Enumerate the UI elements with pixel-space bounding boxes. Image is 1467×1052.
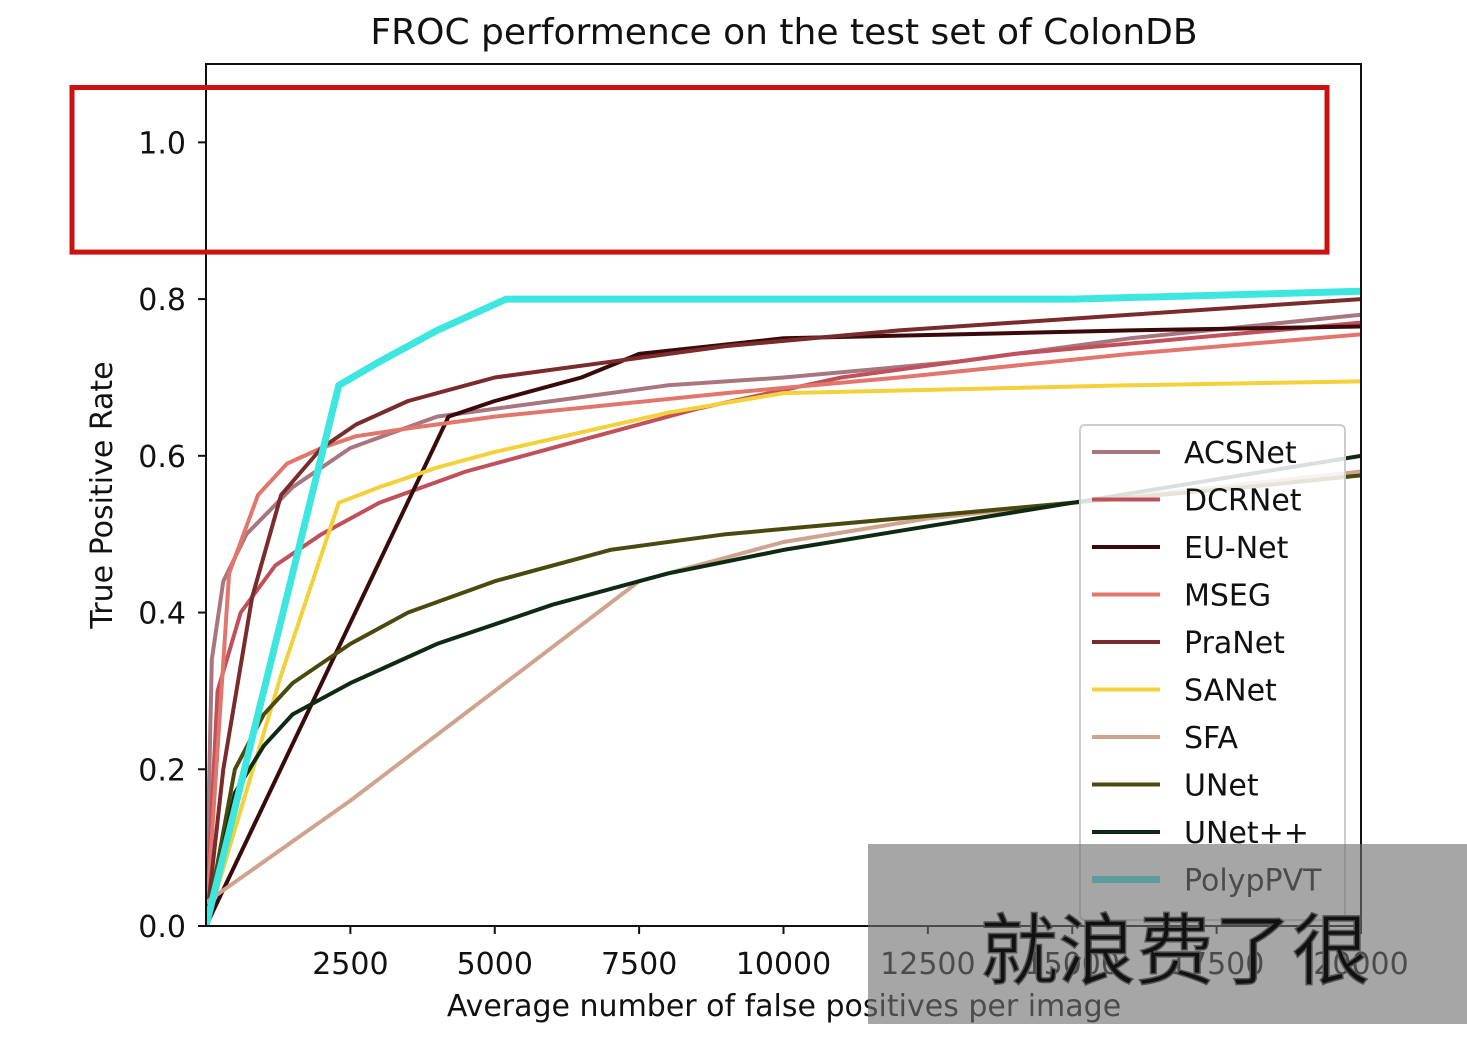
series-line-unet-: [206, 453, 1361, 926]
y-tick-label: 0.0: [138, 910, 186, 945]
y-tick-label: 0.8: [138, 283, 186, 318]
legend-label: ACSNet: [1184, 436, 1297, 471]
series-line-sanet: [206, 379, 1361, 926]
caption-background: [868, 844, 1467, 1024]
legend-label: DCRNet: [1184, 484, 1302, 519]
y-tick-label: 0.4: [138, 597, 186, 632]
plot-frame: [205, 63, 1362, 927]
chart-title: FROC performence on the test set of Colo…: [370, 12, 1197, 53]
x-tick-label: 7500: [601, 947, 677, 982]
series-line-polyppvt: [206, 287, 1361, 926]
y-tick-label: 1.0: [138, 126, 186, 161]
legend-label: MSEG: [1184, 579, 1271, 614]
highlight-box: [69, 85, 1330, 255]
series-line-dcrnet: [206, 320, 1361, 926]
series-line-pranet: [206, 297, 1361, 926]
legend-label: PraNet: [1184, 626, 1285, 661]
legend-label: UNet: [1184, 769, 1259, 804]
legend: ACSNet DCRNet EU-Net MSEG PraNet SANet SFA UNet…: [1079, 424, 1346, 921]
legend-label: SANet: [1184, 674, 1277, 709]
series-line-eu-net: [206, 324, 1361, 926]
y-tick-label: 0.6: [138, 440, 186, 475]
y-axis-ticks: 0.0 0.2 0.4 0.6 0.8 1.0: [138, 126, 206, 945]
series-line-mseg: [206, 332, 1361, 926]
x-tick-label: 10000: [736, 947, 831, 982]
y-tick-label: 0.2: [138, 753, 186, 788]
x-tick-label: 2500: [312, 947, 388, 982]
legend-label: SFA: [1184, 721, 1239, 756]
legend-label: EU-Net: [1184, 531, 1289, 566]
y-axis-label: True Positive Rate: [85, 361, 120, 629]
x-tick-label: 5000: [457, 947, 533, 982]
caption-overlay: 就浪费了很: [868, 844, 1467, 1024]
caption-text: 就浪费了很: [980, 907, 1370, 997]
